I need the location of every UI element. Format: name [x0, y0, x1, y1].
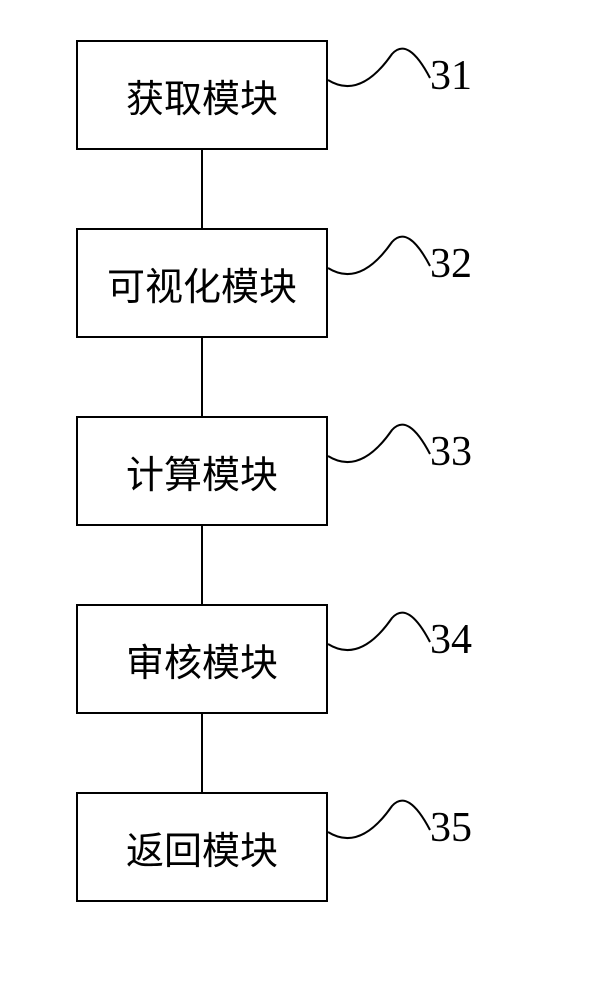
ref-number: 32 [430, 240, 472, 288]
ref-number: 31 [430, 52, 472, 100]
ref-number: 34 [430, 616, 472, 664]
flow-box-label: 获取模块 [126, 68, 278, 123]
flow-box-compute: 计算模块 [76, 416, 328, 526]
flow-box-label: 审核模块 [126, 632, 278, 687]
ref-number: 35 [430, 804, 472, 852]
flow-box-acquire: 获取模块 [76, 40, 328, 150]
flow-box-review: 审核模块 [76, 604, 328, 714]
flow-box-label: 计算模块 [126, 444, 278, 499]
flow-box-return: 返回模块 [76, 792, 328, 902]
flow-box-label: 可视化模块 [107, 256, 297, 311]
ref-number: 33 [430, 428, 472, 476]
flow-box-visualize: 可视化模块 [76, 228, 328, 338]
flow-box-label: 返回模块 [126, 820, 278, 875]
